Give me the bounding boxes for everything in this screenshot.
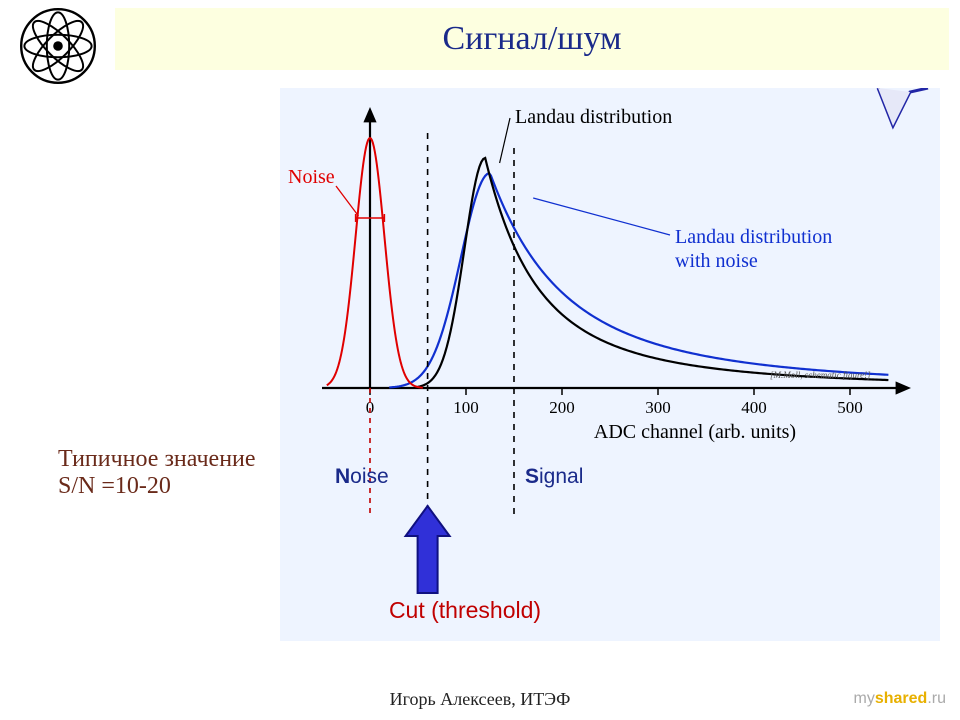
slide-logo [18, 6, 98, 86]
svg-text:[M.Moll, schematic figure!]: [M.Moll, schematic figure!] [770, 370, 871, 380]
snr-chart: 0100200300400500ADC channel (arb. units)… [280, 88, 940, 641]
svg-text:300: 300 [645, 398, 671, 417]
svg-text:Cut (threshold): Cut (threshold) [389, 597, 541, 623]
svg-text:with noise: with noise [675, 250, 758, 272]
diagram-panel: 0100200300400500ADC channel (arb. units)… [280, 88, 940, 641]
note-line2: S/N =10-20 [58, 473, 171, 499]
svg-text:Landau distribution: Landau distribution [515, 106, 672, 128]
svg-text:Signal: Signal [525, 465, 583, 488]
svg-text:Landau distribution: Landau distribution [675, 226, 832, 248]
svg-text:Noise: Noise [288, 166, 335, 188]
svg-text:ADC channel (arb. units): ADC channel (arb. units) [594, 421, 796, 443]
slide-title: Сигнал/шум [442, 20, 621, 58]
title-bar: Сигнал/шум [115, 8, 949, 70]
watermark: myshared.ru [854, 690, 946, 708]
svg-text:500: 500 [837, 398, 863, 417]
note-line1: Типичное значение [58, 446, 256, 472]
slide-footer: Игорь Алексеев, ИТЭФ [0, 689, 960, 710]
svg-text:200: 200 [549, 398, 575, 417]
svg-text:400: 400 [741, 398, 767, 417]
typical-value-note: Типичное значение S/N =10-20 [52, 444, 262, 502]
svg-text:Noise: Noise [335, 465, 389, 488]
svg-text:100: 100 [453, 398, 479, 417]
